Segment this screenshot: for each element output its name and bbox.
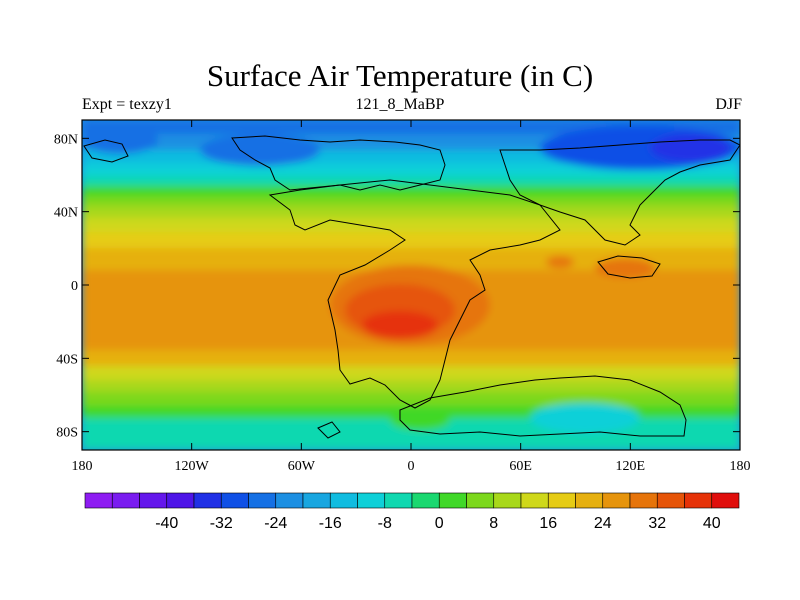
equatorial-island-coast xyxy=(597,255,661,279)
colorbar-swatch xyxy=(684,492,713,509)
colorbar-label: 40 xyxy=(703,515,721,532)
northwest-landmass-coast xyxy=(231,135,446,191)
colorbar-swatch xyxy=(357,492,386,509)
lat-tick-label: 80S xyxy=(56,426,78,441)
coastlines xyxy=(83,135,740,439)
lon-tick-label: 120W xyxy=(175,459,210,474)
lon-tick-label: 60W xyxy=(288,459,316,474)
colorbar-swatch xyxy=(329,492,358,509)
lon-tick-label: 0 xyxy=(408,459,415,474)
colorbar-label: 8 xyxy=(489,515,498,532)
experiment-label: Expt = texzy1 xyxy=(82,96,172,113)
lon-tick-label: 60E xyxy=(509,459,532,474)
lon-tick-label: 180 xyxy=(72,459,93,474)
colorbar-swatch xyxy=(602,492,631,509)
colorbar: -40 -32 -24 -16 -8 0 8 16 24 32 40 xyxy=(84,492,740,532)
colorbar-swatch xyxy=(493,492,522,509)
colorbar-swatch xyxy=(411,492,440,509)
colorbar-swatch xyxy=(139,492,168,509)
colorbar-swatch xyxy=(275,492,304,509)
period-label: 121_8_MaBP xyxy=(355,96,445,113)
colorbar-swatch xyxy=(711,492,740,509)
colorbar-swatch xyxy=(220,492,249,509)
northwest-island-coast xyxy=(83,139,129,163)
boreal-landmass-coast xyxy=(499,139,740,246)
colorbar-swatch xyxy=(166,492,195,509)
colorbar-swatch xyxy=(84,492,113,509)
colorbar-label: 16 xyxy=(539,515,557,532)
colorbar-swatch xyxy=(384,492,413,509)
colorbar-label: -24 xyxy=(264,515,287,532)
colorbar-swatch xyxy=(248,492,277,509)
colorbar-swatch xyxy=(466,492,495,509)
lon-tick-label: 180 xyxy=(730,459,751,474)
southern-island-coast xyxy=(317,421,341,439)
longitude-axis: 180 120W 60W 0 60E 120E 180 xyxy=(72,120,751,474)
colorbar-label: 0 xyxy=(435,515,444,532)
colorbar-swatch xyxy=(302,492,331,509)
lat-tick-label: 40N xyxy=(54,206,78,221)
season-label: DJF xyxy=(715,96,742,113)
colorbar-label: -16 xyxy=(319,515,342,532)
colorbar-swatch xyxy=(629,492,658,509)
colorbar-label: -8 xyxy=(378,515,392,532)
colorbar-label: -32 xyxy=(210,515,233,532)
latitude-axis: 80N 40N 0 40S 80S xyxy=(54,132,740,441)
colorbar-swatch xyxy=(547,492,576,509)
colorbar-swatch xyxy=(656,492,685,509)
southern-landmass-coast xyxy=(399,375,687,437)
colorbar-swatch xyxy=(111,492,140,509)
lat-tick-label: 80N xyxy=(54,132,78,147)
lon-tick-label: 120E xyxy=(616,459,646,474)
temperature-field xyxy=(82,120,740,450)
map-title: Surface Air Temperature (in C) xyxy=(206,58,594,93)
colorbar-label: -40 xyxy=(155,515,178,532)
lat-tick-label: 40S xyxy=(56,352,78,367)
lat-tick-label: 0 xyxy=(71,279,78,294)
colorbar-swatch xyxy=(575,492,604,509)
central-continent-coast xyxy=(268,179,561,409)
colorbar-swatch xyxy=(193,492,222,509)
colorbar-swatch xyxy=(438,492,467,509)
colorbar-label: 32 xyxy=(648,515,666,532)
colorbar-label: 24 xyxy=(594,515,612,532)
colorbar-swatch xyxy=(520,492,549,509)
